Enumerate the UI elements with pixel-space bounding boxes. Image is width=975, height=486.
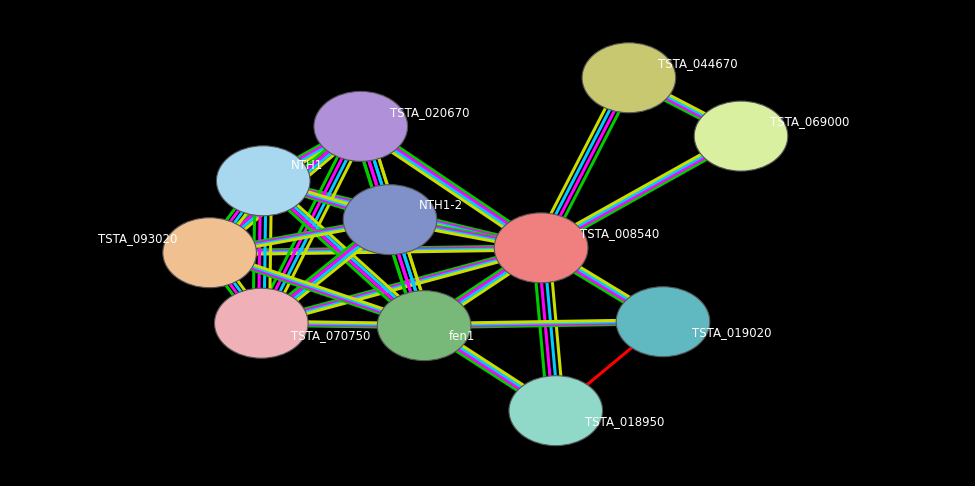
Ellipse shape	[509, 376, 603, 446]
Ellipse shape	[216, 146, 310, 216]
Text: TSTA_069000: TSTA_069000	[770, 115, 849, 128]
Ellipse shape	[163, 218, 256, 288]
Text: NTH1: NTH1	[291, 159, 323, 172]
Ellipse shape	[582, 43, 676, 113]
Ellipse shape	[214, 288, 308, 358]
Ellipse shape	[694, 101, 788, 171]
Text: TSTA_070750: TSTA_070750	[291, 329, 370, 342]
Ellipse shape	[494, 213, 588, 283]
Text: TSTA_093020: TSTA_093020	[98, 232, 176, 244]
Ellipse shape	[343, 185, 437, 255]
Ellipse shape	[377, 291, 471, 361]
Text: TSTA_019020: TSTA_019020	[692, 327, 772, 339]
Text: TSTA_008540: TSTA_008540	[580, 227, 659, 240]
Ellipse shape	[616, 287, 710, 357]
Text: NTH1-2: NTH1-2	[419, 199, 463, 211]
Text: TSTA_020670: TSTA_020670	[390, 106, 470, 119]
Text: fen1: fen1	[448, 330, 475, 343]
Text: TSTA_044670: TSTA_044670	[658, 57, 738, 69]
Text: TSTA_018950: TSTA_018950	[585, 416, 664, 428]
Ellipse shape	[314, 91, 408, 161]
